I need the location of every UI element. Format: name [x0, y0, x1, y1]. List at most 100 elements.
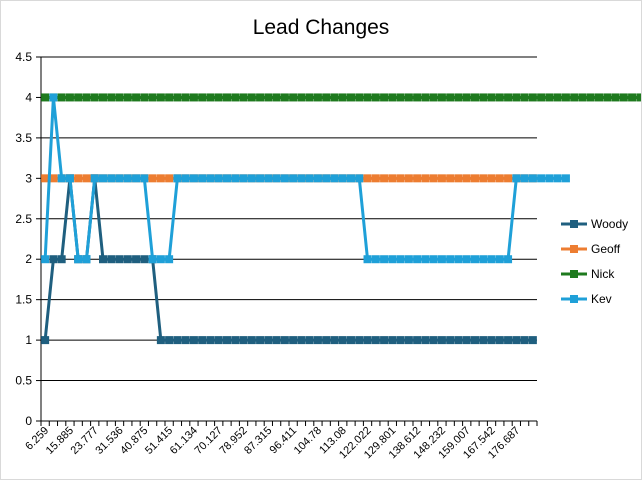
data-point — [289, 93, 298, 102]
data-point — [446, 255, 455, 264]
data-point — [520, 336, 529, 345]
data-point — [264, 336, 273, 345]
data-point — [371, 255, 380, 264]
data-point — [322, 93, 331, 102]
data-point — [148, 255, 157, 264]
data-point — [528, 174, 537, 183]
data-point — [479, 93, 488, 102]
data-point — [272, 174, 281, 183]
data-point — [49, 174, 58, 183]
data-point — [198, 93, 207, 102]
data-point — [132, 93, 141, 102]
data-point — [355, 336, 364, 345]
data-point — [140, 255, 149, 264]
data-point — [156, 93, 165, 102]
gridlines — [41, 56, 537, 382]
y-tick-label: 2 — [25, 252, 32, 266]
data-point — [90, 93, 99, 102]
data-point — [537, 174, 546, 183]
data-point — [148, 93, 157, 102]
legend-swatch-marker — [570, 220, 578, 228]
data-point — [132, 174, 141, 183]
data-point — [421, 336, 430, 345]
data-point — [272, 93, 281, 102]
data-point — [363, 255, 372, 264]
data-point — [404, 336, 413, 345]
x-tick-label: 87.315 — [242, 425, 274, 457]
data-point — [528, 93, 537, 102]
data-point — [57, 255, 66, 264]
data-point — [82, 174, 91, 183]
series-group — [41, 93, 641, 345]
y-tick-label: 4 — [25, 90, 32, 104]
data-point — [330, 93, 339, 102]
legend-swatch-marker — [570, 245, 578, 253]
data-point — [396, 255, 405, 264]
data-point — [371, 174, 380, 183]
data-point — [148, 174, 157, 183]
data-point — [553, 174, 562, 183]
data-point — [504, 93, 513, 102]
data-point — [247, 93, 256, 102]
legend-label: Kev — [591, 292, 612, 306]
data-point — [165, 336, 174, 345]
data-point — [214, 174, 223, 183]
data-point — [123, 255, 132, 264]
data-point — [355, 174, 364, 183]
y-tick-label: 0 — [25, 414, 32, 428]
legend-label: Geoff — [591, 242, 621, 256]
data-point — [487, 93, 496, 102]
y-tick-label: 1 — [25, 333, 32, 347]
data-point — [380, 336, 389, 345]
y-tick-label: 4.5 — [15, 50, 32, 64]
data-point — [413, 255, 422, 264]
data-point — [107, 174, 116, 183]
data-point — [347, 336, 355, 345]
data-point — [396, 93, 405, 102]
data-point — [49, 255, 58, 264]
data-point — [206, 93, 215, 102]
data-point — [297, 93, 306, 102]
data-point — [429, 336, 438, 345]
y-tick-label: 1.5 — [15, 293, 32, 307]
data-point — [462, 336, 471, 345]
data-point — [165, 255, 174, 264]
data-point — [553, 93, 562, 102]
data-point — [413, 93, 422, 102]
data-point — [305, 93, 314, 102]
legend-label: Woody — [591, 217, 628, 231]
chart-title: Lead Changes — [253, 16, 390, 39]
data-point — [413, 336, 422, 345]
data-point — [156, 336, 165, 345]
data-point — [504, 174, 513, 183]
data-point — [305, 336, 314, 345]
legend-item: Nick — [561, 267, 615, 281]
data-point — [198, 336, 207, 345]
data-point — [454, 255, 463, 264]
data-point — [487, 336, 496, 345]
data-point — [479, 174, 488, 183]
data-point — [99, 174, 107, 183]
data-point — [189, 93, 198, 102]
data-point — [429, 93, 438, 102]
data-point — [247, 336, 256, 345]
data-point — [454, 93, 463, 102]
data-point — [446, 174, 455, 183]
data-point — [223, 93, 231, 102]
data-point — [264, 93, 273, 102]
y-tick-label: 3 — [25, 171, 32, 185]
data-point — [256, 174, 265, 183]
data-point — [421, 255, 430, 264]
data-point — [545, 93, 554, 102]
data-point — [41, 336, 50, 345]
data-point — [231, 93, 240, 102]
data-point — [446, 336, 455, 345]
data-point — [322, 336, 331, 345]
data-point — [41, 93, 50, 102]
data-point — [462, 255, 471, 264]
data-point — [107, 255, 116, 264]
x-tick-label: 104.78 — [292, 425, 324, 457]
data-point — [363, 174, 372, 183]
data-point — [74, 174, 83, 183]
